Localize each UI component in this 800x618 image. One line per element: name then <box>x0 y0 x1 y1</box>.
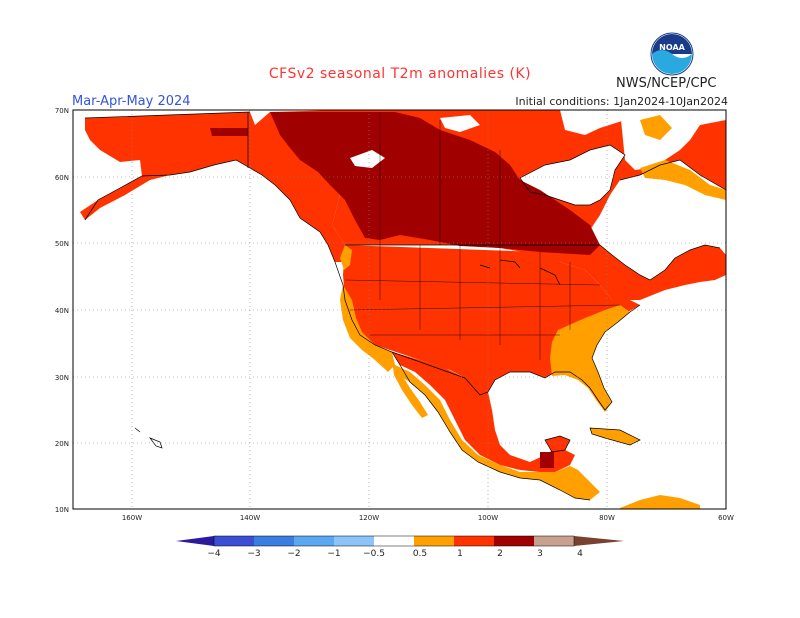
colorbar: −4 −3 −2 −1 −0.5 0.5 1 2 3 4 <box>176 535 624 559</box>
alaska-region <box>80 110 345 262</box>
lon-label: 100W <box>478 514 498 522</box>
colorbar-label: −2 <box>287 549 300 559</box>
colorbar-label: 1 <box>457 549 463 559</box>
forecast-period: Mar-Apr-May 2024 <box>72 94 191 109</box>
colorbar-swatch <box>414 536 454 546</box>
colorbar-label: −0.5 <box>363 549 385 559</box>
colorbar-label: 3 <box>537 549 543 559</box>
colorbar-label: −3 <box>247 549 260 559</box>
lat-label: 30N <box>55 374 69 382</box>
yucatan-region <box>545 436 570 452</box>
colorbar-swatch <box>214 536 254 546</box>
agency-label: NWS/NCEP/CPC <box>616 76 717 91</box>
colorbar-swatch <box>534 536 574 546</box>
colorbar-label: 0.5 <box>413 549 427 559</box>
pacific-nw-region <box>340 245 352 270</box>
hudson-bay <box>520 145 625 205</box>
cuba-region <box>590 428 640 445</box>
mexico-region <box>392 352 575 472</box>
canada-core-anomaly <box>270 112 600 255</box>
state-borders <box>344 112 621 360</box>
colorbar-label: −1 <box>327 549 340 559</box>
west-coast-region <box>340 285 395 372</box>
greenland-orange <box>640 160 726 200</box>
coastlines <box>84 111 726 501</box>
baffin-orange <box>640 115 672 140</box>
lat-label: 60N <box>55 174 69 182</box>
great-bear-lake <box>350 150 385 168</box>
baja-region <box>392 360 428 418</box>
mexico-orange <box>395 365 600 500</box>
colorbar-right-arrow <box>574 536 624 546</box>
central-america-core <box>540 452 554 468</box>
colorbar-swatch <box>254 536 294 546</box>
lat-label: 10N <box>55 506 69 514</box>
lat-label: 40N <box>55 307 69 315</box>
colorbar-swatch <box>454 536 494 546</box>
map-field <box>73 110 726 509</box>
colorbar-swatch <box>494 536 534 546</box>
lon-label: 160W <box>122 514 142 522</box>
colorbar-frame <box>213 535 575 547</box>
lon-label: 120W <box>359 514 379 522</box>
colorbar-swatch <box>374 536 414 546</box>
colorbar-label: 2 <box>497 549 503 559</box>
colorbar-label: 4 <box>577 549 583 559</box>
alaska-core-anomaly <box>210 128 248 136</box>
lat-label: 20N <box>55 440 69 448</box>
lat-label: 70N <box>55 107 69 115</box>
map-frame <box>72 109 727 510</box>
initial-conditions: Initial conditions: 1Jan2024-10Jan2024 <box>515 95 728 108</box>
chart-title: CFSv2 seasonal T2m anomalies (K) <box>268 66 532 82</box>
arctic-water <box>560 110 625 135</box>
lat-label: 50N <box>55 240 69 248</box>
south-america-region <box>620 495 700 509</box>
lon-label: 60W <box>718 514 734 522</box>
colorbar-left-arrow <box>176 536 214 546</box>
colorbar-swatch <box>294 536 334 546</box>
lon-label: 80W <box>599 514 615 522</box>
southeast-us-region <box>550 305 630 412</box>
lon-axis: 160W 140W 120W 100W 80W 60W <box>122 514 734 522</box>
arctic-water-2 <box>440 115 480 132</box>
graticule <box>73 110 726 509</box>
colorbar-swatch <box>334 536 374 546</box>
noaa-logo-icon: NOAA <box>650 32 694 76</box>
colorbar-label: −4 <box>207 549 221 559</box>
logo-text: NOAA <box>659 43 685 52</box>
lat-axis: 70N 60N 50N 40N 30N 20N 10N <box>55 107 69 514</box>
lon-label: 140W <box>240 514 260 522</box>
